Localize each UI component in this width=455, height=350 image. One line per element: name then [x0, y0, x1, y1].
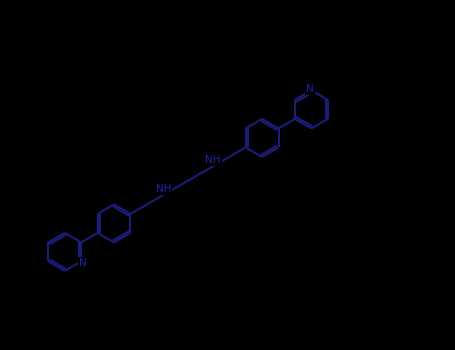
- Text: NH: NH: [156, 183, 171, 194]
- Text: N: N: [306, 84, 313, 94]
- Text: N: N: [79, 258, 87, 268]
- Text: NH: NH: [205, 155, 221, 165]
